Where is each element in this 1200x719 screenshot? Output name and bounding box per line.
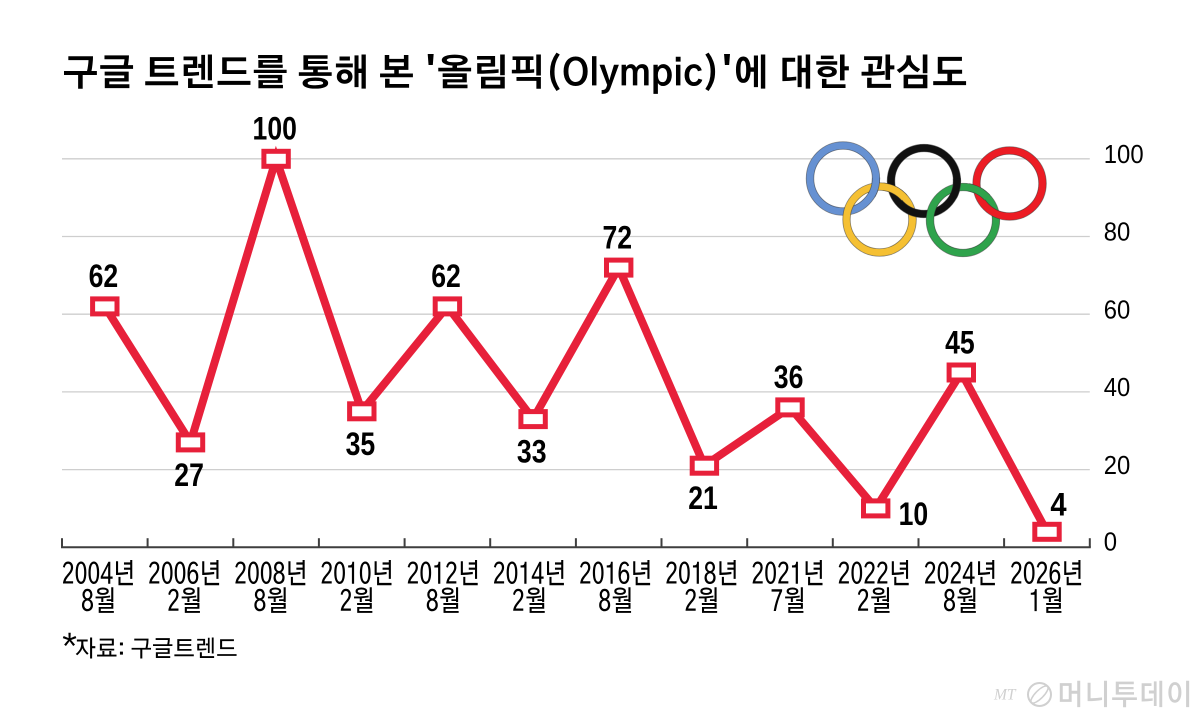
svg-text:72: 72	[603, 219, 633, 255]
svg-text:MT: MT	[993, 687, 1017, 704]
svg-text:10: 10	[899, 496, 929, 532]
svg-text:0: 0	[1104, 526, 1117, 556]
svg-text:35: 35	[346, 426, 376, 462]
svg-text:100: 100	[253, 111, 297, 147]
svg-text:4: 4	[1050, 486, 1066, 522]
svg-text:33: 33	[517, 434, 547, 470]
svg-text:45: 45	[945, 324, 975, 360]
svg-text:27: 27	[174, 457, 204, 493]
svg-text:21: 21	[688, 480, 718, 516]
svg-text:36: 36	[774, 359, 804, 395]
svg-text:62: 62	[431, 258, 461, 294]
svg-text:100: 100	[1104, 139, 1144, 169]
svg-text:62: 62	[89, 258, 119, 294]
svg-text:80: 80	[1104, 217, 1131, 247]
svg-text:40: 40	[1104, 372, 1131, 402]
svg-text:20: 20	[1104, 450, 1131, 480]
svg-text:60: 60	[1104, 294, 1131, 324]
